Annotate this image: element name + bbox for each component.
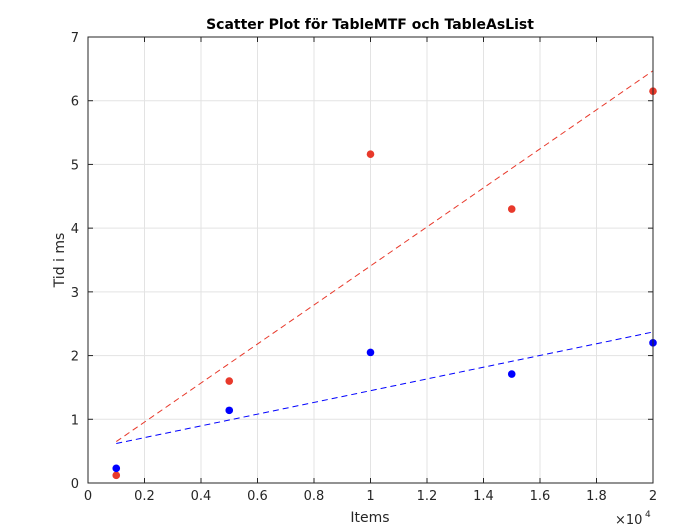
data-point-series-2: [112, 464, 121, 473]
x-tick-label: 0: [84, 489, 92, 504]
x-tick-label: 0.8: [304, 489, 325, 504]
y-tick-label: 3: [71, 286, 79, 301]
x-tick-label: 1: [366, 489, 374, 504]
x-axis-exponent-power: 4: [645, 510, 651, 520]
x-tick-label: 1.6: [530, 489, 551, 504]
trend-lines: [115, 70, 654, 444]
y-tick-label: 7: [71, 31, 79, 46]
x-tick-label: 1.8: [586, 489, 607, 504]
y-tick-label: 4: [71, 222, 79, 237]
x-axis-label: Items: [350, 510, 389, 526]
trend-line-series-1: [115, 70, 654, 442]
y-tick-label: 0: [71, 477, 79, 492]
data-point-series-2: [225, 406, 234, 415]
data-point-series-1: [507, 205, 516, 213]
x-tick-label: 1.4: [473, 489, 494, 504]
data-point-series-1: [366, 150, 375, 159]
data-point-series-1: [112, 471, 121, 480]
trend-line-series-2: [116, 331, 654, 444]
data-point-series-2: [366, 348, 375, 357]
data-point-series-2: [507, 370, 516, 378]
y-tick-label: 2: [71, 350, 79, 365]
x-tick-label: 0.4: [191, 489, 212, 504]
chart-title: Scatter Plot för TableMTF och TableAsLis…: [206, 17, 534, 33]
x-axis-exponent-base: ×10: [615, 513, 642, 528]
x-tick-label: 2: [649, 489, 657, 504]
x-tick-label: 0.6: [247, 489, 268, 504]
data-point-series-1: [225, 377, 234, 385]
y-axis-ticks: 0 1 2 3 4 5 6 7: [71, 31, 653, 492]
y-tick-label: 5: [71, 158, 79, 173]
y-axis-label: Tid i ms: [52, 233, 68, 289]
x-tick-label: 0.2: [134, 489, 155, 504]
y-tick-label: 6: [71, 95, 79, 110]
y-tick-label: 1: [71, 413, 79, 428]
x-axis-ticks: 0 0.2 0.4 0.6 0.8 1 1.2 1.4 1.6 1.8 2: [84, 37, 657, 504]
x-tick-label: 1.2: [417, 489, 438, 504]
